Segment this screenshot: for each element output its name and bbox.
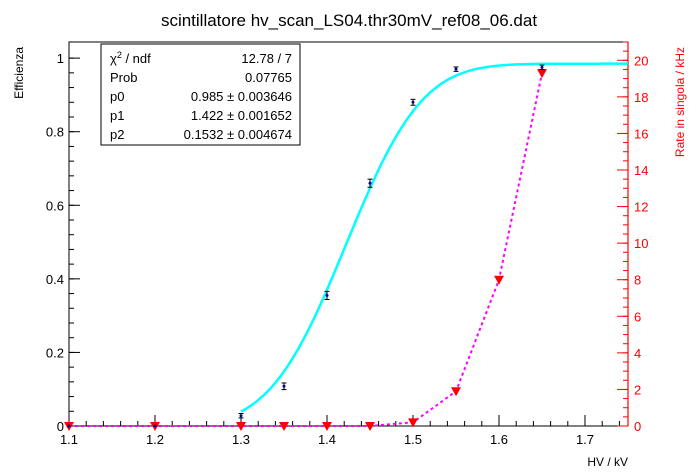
stats-box-frame [100, 43, 301, 146]
rate-point [537, 69, 547, 79]
efficiency-point [325, 293, 329, 297]
y-tick-label: 0 [57, 419, 64, 434]
fit-curve [240, 62, 628, 413]
efficiency-point [411, 100, 415, 104]
x-tick-label: 1.1 [60, 432, 78, 447]
y2-tick-label: 4 [634, 346, 641, 361]
x-tick-label: 1.2 [146, 432, 164, 447]
rate-point [236, 422, 246, 431]
rate-line [69, 72, 543, 427]
y2-axis-label: Rate in singola / kHz [673, 47, 687, 157]
fit-layer [240, 62, 628, 413]
y-tick-label: 0.6 [46, 198, 64, 213]
rate-layer [64, 69, 547, 431]
rate-point [408, 418, 418, 428]
efficiency-point [153, 424, 157, 428]
stats-label: p1 [110, 108, 124, 123]
efficiency-point [454, 67, 458, 71]
y-tick-label: 1 [57, 51, 64, 66]
stats-box: χ2 / ndf 12.78 / 7 Prob 0.07765 p0 0.985 ± 0.… [100, 43, 301, 146]
stats-value: 12.78 / 7 [241, 51, 292, 66]
rate-point [279, 422, 289, 431]
efficiency-point [239, 414, 243, 418]
y2-tick-label: 16 [634, 126, 648, 141]
x-tick-label: 1.7 [576, 432, 594, 447]
y2-tick-label: 18 [634, 90, 648, 105]
rate-point [365, 422, 375, 431]
stats-value: 1.422 ± 0.001652 [191, 108, 292, 123]
stats-value: 0.07765 [245, 70, 292, 85]
x-tick-label: 1.6 [490, 432, 508, 447]
y-axis-label: Efficienza [12, 47, 26, 99]
y2-tick-label: 6 [634, 309, 641, 324]
stats-label: p0 [110, 89, 124, 104]
efficiency-point [67, 424, 71, 428]
rate-point [451, 387, 461, 397]
efficiency-point [282, 384, 286, 388]
y2-tick-label: 20 [634, 53, 648, 68]
y2-tick-label: 14 [634, 163, 648, 178]
x-axis-label: HV / kV [587, 455, 628, 469]
y2-tick-label: 2 [634, 382, 641, 397]
efficiency-point [368, 181, 372, 185]
rate-point [322, 422, 332, 431]
y-tick-label: 0.2 [46, 345, 64, 360]
y-tick-label: 0.4 [46, 272, 64, 287]
stats-label: Prob [110, 70, 137, 85]
stats-value: 0.1532 ± 0.004674 [184, 127, 292, 142]
y2-tick-label: 10 [634, 236, 648, 251]
chart-title: scintillatore hv_scan_LS04.thr30mV_ref08… [161, 11, 537, 30]
rate-point [494, 275, 504, 285]
x-tick-label: 1.3 [232, 432, 250, 447]
efficiency-point [540, 65, 544, 69]
x-tick-label: 1.4 [318, 432, 336, 447]
y2-tick-label: 8 [634, 273, 641, 288]
y-tick-label: 0.8 [46, 125, 64, 140]
stats-label: χ2 / ndf [110, 50, 151, 66]
efficiency-layer [67, 64, 545, 428]
x-tick-label: 1.5 [404, 432, 422, 447]
y2-tick-label: 0 [634, 419, 641, 434]
stats-value: 0.985 ± 0.003646 [191, 89, 292, 104]
stats-label: p2 [110, 127, 124, 142]
y2-tick-label: 12 [634, 200, 648, 215]
axes: 1.1 1.2 1.3 1.4 1.5 1.6 1.700.20.40.60.8102468… [46, 41, 648, 447]
